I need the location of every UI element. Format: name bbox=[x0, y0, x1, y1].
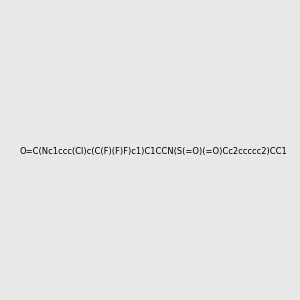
Text: O=C(Nc1ccc(Cl)c(C(F)(F)F)c1)C1CCN(S(=O)(=O)Cc2ccccc2)CC1: O=C(Nc1ccc(Cl)c(C(F)(F)F)c1)C1CCN(S(=O)(… bbox=[20, 147, 288, 156]
